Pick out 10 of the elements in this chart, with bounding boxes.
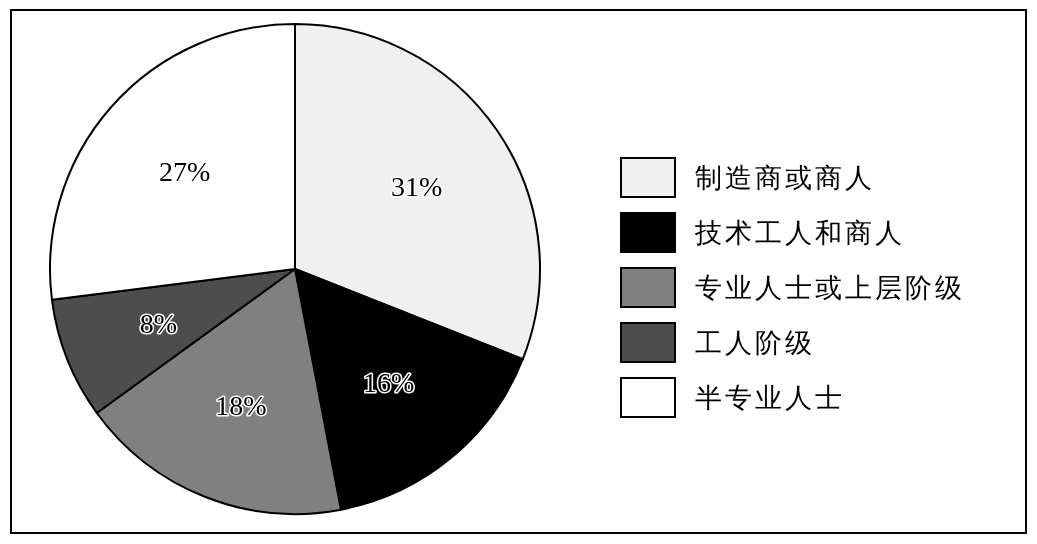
legend-label: 工人阶级 [695, 328, 815, 358]
legend-label: 技术工人和商人 [694, 218, 905, 248]
legend-label: 半专业人士 [695, 383, 845, 413]
legend-label: 专业人士或上层阶级 [695, 273, 965, 303]
data-label: 18% [215, 390, 267, 422]
legend-label: 制造商或商人 [695, 163, 875, 193]
data-label: 16% [363, 366, 415, 398]
data-label: 31% [390, 170, 443, 202]
data-label: 8% [139, 307, 177, 339]
data-label: 27% [159, 156, 211, 188]
